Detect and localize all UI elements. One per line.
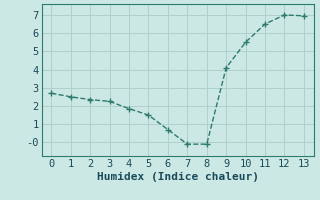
- X-axis label: Humidex (Indice chaleur): Humidex (Indice chaleur): [97, 172, 259, 182]
